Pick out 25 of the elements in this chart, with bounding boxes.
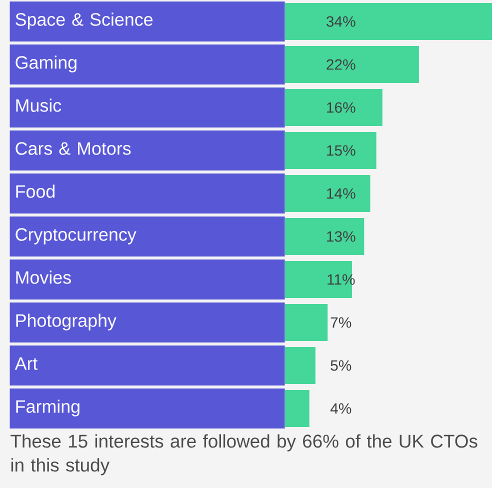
bar [285,347,316,384]
bar [285,304,328,342]
y-tick-label: Cars & Motors [16,142,131,155]
bar [285,390,310,428]
y-tick-label: Movies [16,270,71,284]
data-label: 14% [327,188,356,199]
bar [285,218,364,256]
y-tick-label: Art [14,357,38,370]
y-tick-label: Gaming [16,56,76,72]
data-label: 15% [327,145,356,156]
y-tick-label: Food [16,184,55,198]
bar [285,175,370,212]
data-label: 13% [327,231,356,242]
data-label: 34% [326,16,356,27]
y-tick-label: Cryptocurrency [16,228,136,244]
y-tick-label: Farming [16,400,80,416]
y-tick-label: Space & Science [16,12,153,30]
y-tick-label: Photography [16,314,116,330]
data-label: 22% [326,59,356,70]
y-tick-label: Music [16,98,62,112]
data-label: 4% [330,403,352,414]
data-label: 7% [330,317,352,328]
data-label: 16% [327,102,356,113]
data-label: 5% [330,360,352,371]
text: These 15 interests are followed by 66% of the UK CTOs in this study [10,434,478,476]
